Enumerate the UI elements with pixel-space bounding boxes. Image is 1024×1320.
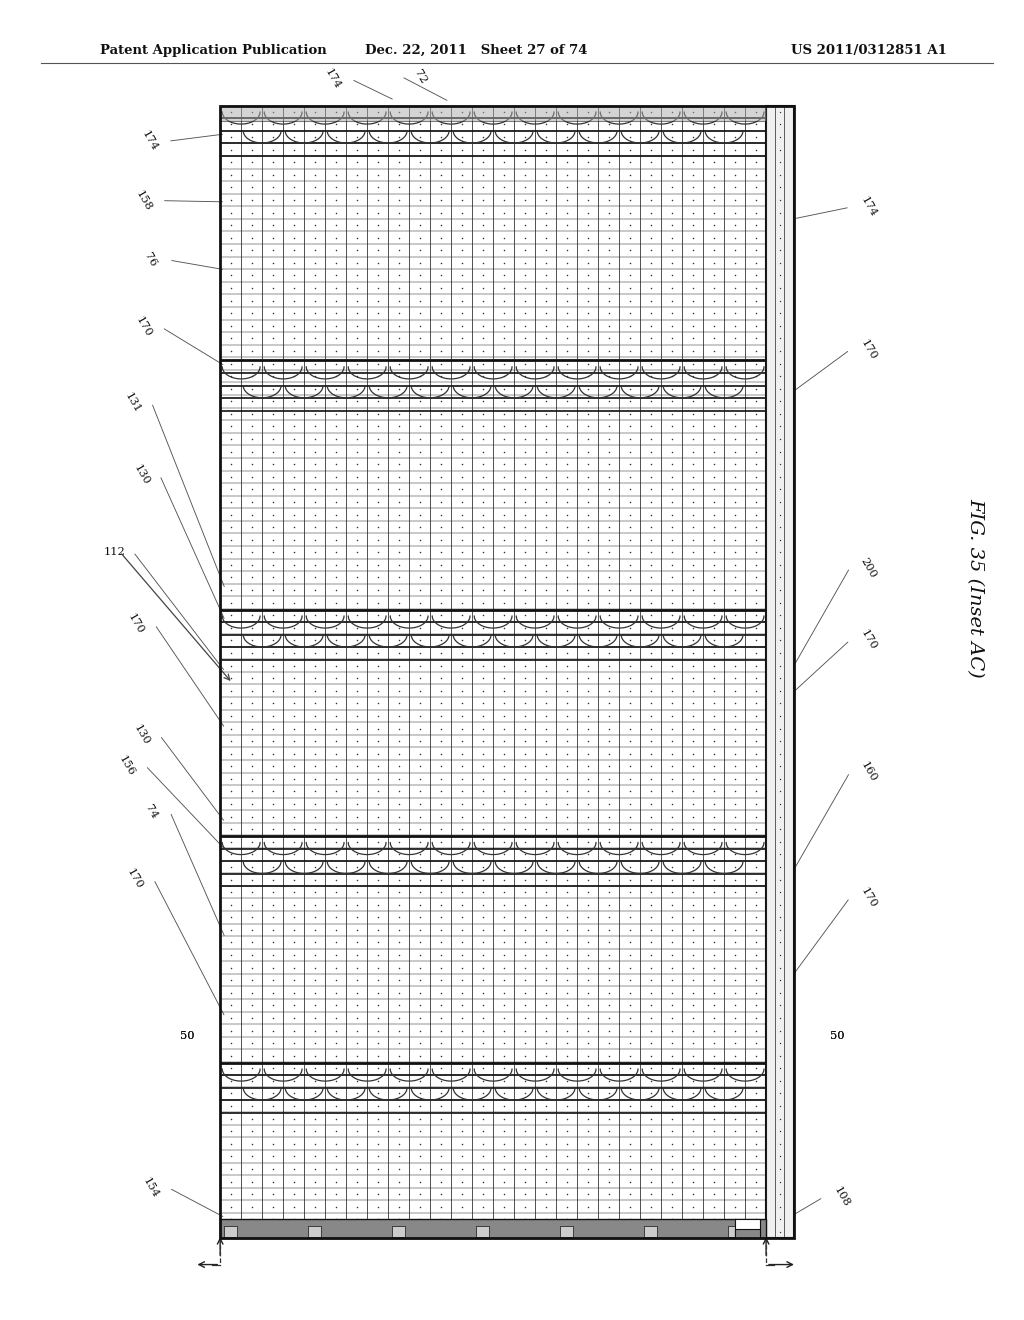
Text: 170: 170 [133,315,154,339]
Text: US 2011/0312851 A1: US 2011/0312851 A1 [792,44,947,57]
Text: 50: 50 [180,1031,195,1041]
Text: 50: 50 [180,1031,195,1041]
Text: Patent Application Publication: Patent Application Publication [100,44,327,57]
Text: 170: 170 [858,628,879,652]
Bar [560,1225,572,1237]
Text: FIG. 35 (Inset AC): FIG. 35 (Inset AC) [966,498,984,677]
Bar [220,106,794,1238]
Bar [392,1225,404,1237]
Bar [220,1220,766,1238]
Text: 170: 170 [858,338,879,362]
Bar [224,1225,237,1237]
Bar [766,106,794,1238]
Text: 131: 131 [123,391,143,414]
Text: 174: 174 [323,67,343,91]
Bar [220,106,766,120]
Text: 76: 76 [142,251,159,269]
Text: 170: 170 [126,612,146,636]
Text: 74: 74 [143,803,160,821]
Text: 112: 112 [103,546,126,557]
Text: 200: 200 [858,556,879,579]
Text: 170: 170 [858,886,879,909]
Text: Dec. 22, 2011   Sheet 27 of 74: Dec. 22, 2011 Sheet 27 of 74 [365,44,588,57]
Text: 50: 50 [830,1031,845,1041]
Bar [644,1225,656,1237]
Bar [476,1225,488,1237]
Text: 72: 72 [412,67,428,86]
Bar [308,1225,321,1237]
Text: 50: 50 [830,1031,845,1041]
Bar [734,1229,760,1238]
Text: 170: 170 [125,867,145,891]
Text: 174: 174 [858,195,879,219]
Text: 156: 156 [117,754,137,777]
Text: 158: 158 [133,189,154,213]
Text: 130: 130 [131,723,152,747]
Bar [728,1225,741,1237]
Text: 174: 174 [139,129,160,153]
Text: 108: 108 [831,1185,852,1209]
Text: 130: 130 [131,463,152,487]
Text: 154: 154 [140,1176,161,1200]
Bar [734,1220,760,1238]
Text: 160: 160 [858,760,879,784]
